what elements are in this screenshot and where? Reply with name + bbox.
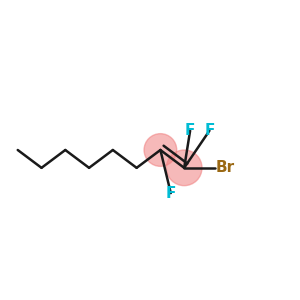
Text: F: F bbox=[204, 123, 214, 138]
Circle shape bbox=[144, 134, 177, 166]
Text: F: F bbox=[185, 123, 195, 138]
Circle shape bbox=[166, 150, 202, 186]
Text: F: F bbox=[166, 186, 176, 201]
Text: Br: Br bbox=[215, 160, 235, 175]
